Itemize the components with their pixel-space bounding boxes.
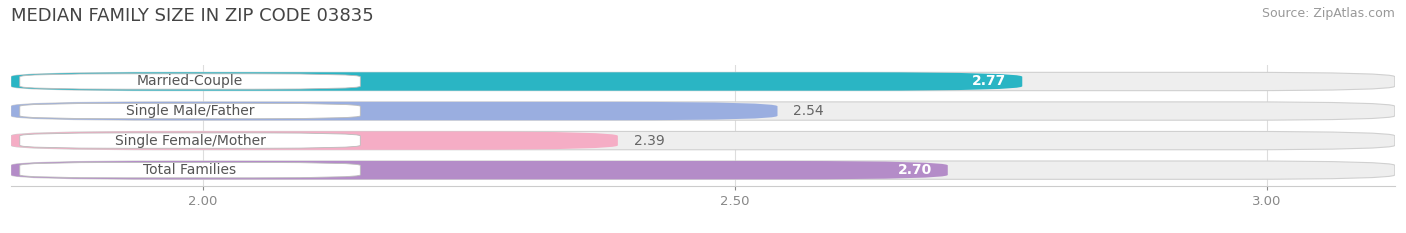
FancyBboxPatch shape [20,103,360,119]
Text: 2.70: 2.70 [897,163,932,177]
Text: Total Families: Total Families [143,163,236,177]
FancyBboxPatch shape [11,102,1395,120]
Text: MEDIAN FAMILY SIZE IN ZIP CODE 03835: MEDIAN FAMILY SIZE IN ZIP CODE 03835 [11,7,374,25]
FancyBboxPatch shape [11,72,1395,91]
Text: Source: ZipAtlas.com: Source: ZipAtlas.com [1261,7,1395,20]
FancyBboxPatch shape [20,74,360,89]
FancyBboxPatch shape [11,72,1022,91]
FancyBboxPatch shape [11,161,948,179]
FancyBboxPatch shape [20,162,360,178]
Text: 2.54: 2.54 [793,104,824,118]
Text: Married-Couple: Married-Couple [136,75,243,89]
Text: Single Female/Mother: Single Female/Mother [115,134,266,147]
Text: Single Male/Father: Single Male/Father [125,104,254,118]
FancyBboxPatch shape [11,161,1395,179]
FancyBboxPatch shape [11,102,778,120]
Text: 2.39: 2.39 [634,134,665,147]
FancyBboxPatch shape [11,131,617,150]
FancyBboxPatch shape [11,131,1395,150]
Text: 2.77: 2.77 [972,75,1007,89]
FancyBboxPatch shape [20,133,360,148]
